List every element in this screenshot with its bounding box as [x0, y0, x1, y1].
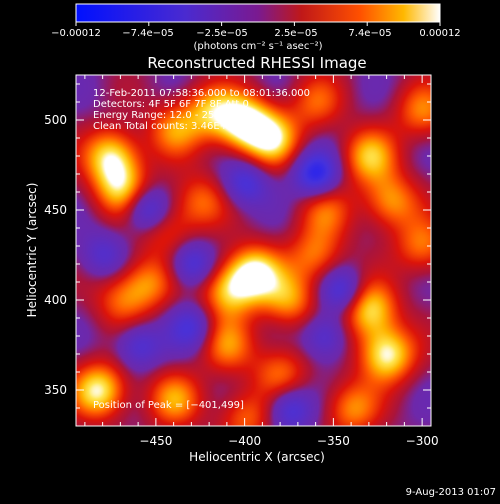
annotation-time-range: 12-Feb-2011 07:58:36.000 to 08:01:36.000	[93, 88, 310, 99]
y-tick-label: 450	[44, 203, 67, 217]
colorbar: −0.00012 −7.4e−05 −2.5e−05 2.5e−05 7.4e−…	[51, 3, 461, 52]
colorbar-tick-label: −0.00012	[51, 28, 101, 39]
y-tick-label: 500	[44, 113, 67, 127]
colorbar-gradient	[75, 3, 441, 23]
heatmap-image	[76, 75, 431, 426]
annotation-peak-position: Position of Peak = [−401,499]	[93, 400, 244, 411]
plot-frame	[75, 74, 432, 427]
colorbar-tick-label: −7.4e−05	[122, 28, 174, 39]
x-tick-label: −350	[317, 434, 350, 448]
axis-ticks	[76, 75, 431, 426]
colorbar-unit-label: (photons cm⁻² s⁻¹ asec⁻²)	[193, 41, 322, 52]
x-axis-label: Heliocentric X (arcsec)	[189, 450, 325, 464]
footer-date: 9-Aug-2013 01:07	[406, 487, 496, 498]
annotation-energy-range: Energy Range: 12.0 - 25.0 keV	[93, 110, 246, 121]
plot-area: 12-Feb-2011 07:58:36.000 to 08:01:36.000…	[75, 74, 432, 427]
y-tick-label: 400	[44, 293, 67, 307]
y-axis-label: Heliocentric Y (arcsec)	[25, 183, 39, 318]
x-tick-label: −450	[139, 434, 172, 448]
colorbar-tick-label: 0.00012	[419, 28, 460, 39]
chart-title: Reconstructed RHESSI Image	[147, 54, 366, 72]
y-tick-label: 350	[44, 383, 67, 397]
annotation-total-counts: Clean Total counts: 3.46E+03	[93, 121, 241, 132]
colorbar-ticks	[75, 22, 441, 26]
colorbar-tick-label: 2.5e−05	[274, 28, 317, 39]
colorbar-tick-label: −2.5e−05	[196, 28, 248, 39]
x-tick-label: −400	[228, 434, 261, 448]
annotation-detectors: Detectors: 4F 5F 6F 7F 8F Att 0	[93, 99, 249, 110]
colorbar-tick-label: 7.4e−05	[348, 28, 391, 39]
x-tick-label: −300	[406, 434, 439, 448]
